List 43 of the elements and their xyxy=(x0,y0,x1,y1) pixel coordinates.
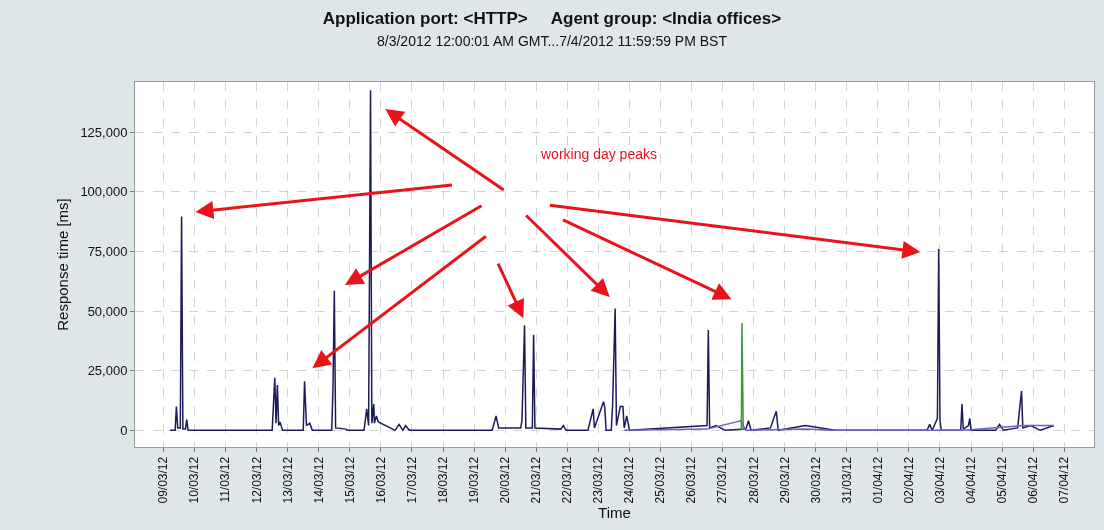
x-tick-label: 12/03/12 xyxy=(249,456,264,504)
x-tick-label: 21/03/12 xyxy=(529,456,544,504)
x-tick-label: 01/04/12 xyxy=(870,456,885,504)
y-tick-label: 25,000 xyxy=(87,363,128,379)
y-tick-label: 75,000 xyxy=(87,243,128,259)
x-tick-label: 27/03/12 xyxy=(715,456,730,504)
x-tick-label: 04/04/12 xyxy=(963,456,978,504)
x-tick-label: 25/03/12 xyxy=(653,456,668,504)
x-axis-title: Time xyxy=(598,503,631,521)
y-tick-label: 50,000 xyxy=(87,303,128,319)
annotation: working day peaks xyxy=(540,146,657,162)
x-tick-label: 30/03/12 xyxy=(808,456,823,504)
line-series xyxy=(623,420,1055,432)
x-tick-label: 28/03/12 xyxy=(746,456,761,504)
x-tick-label: 16/03/12 xyxy=(373,456,388,504)
y-axis-title: Response time [ms] xyxy=(53,198,71,331)
x-tick-label: 18/03/12 xyxy=(435,456,450,504)
x-tick-label: 10/03/12 xyxy=(187,456,202,504)
y-tick-label: 0 xyxy=(120,422,128,438)
x-tick-label: 22/03/12 xyxy=(560,456,575,504)
line-series xyxy=(169,89,1055,432)
x-tick-label: 11/03/12 xyxy=(218,456,233,503)
y-tick-label: 125,000 xyxy=(80,124,128,140)
x-tick-label: 26/03/12 xyxy=(684,456,699,504)
x-tick-label: 03/04/12 xyxy=(932,456,947,504)
x-tick-label: 24/03/12 xyxy=(622,456,637,504)
x-tick-label: 07/04/12 xyxy=(1057,456,1072,504)
x-tick-label: 29/03/12 xyxy=(777,456,792,504)
x-tick-label: 05/04/12 xyxy=(995,456,1010,504)
x-tick-label: 31/03/12 xyxy=(839,456,854,504)
chart-subtitle: 8/3/2012 12:00:01 AM GMT...7/4/2012 11:59:59 PM BST xyxy=(377,32,728,49)
x-tick-label: 09/03/12 xyxy=(156,456,171,504)
x-tick-label: 06/04/12 xyxy=(1026,456,1041,504)
x-tick-label: 14/03/12 xyxy=(311,456,326,504)
y-tick-label: 100,000 xyxy=(80,184,128,200)
x-tick-label: 17/03/12 xyxy=(404,456,419,504)
x-tick-label: 15/03/12 xyxy=(342,456,357,504)
x-tick-label: 13/03/12 xyxy=(280,456,295,504)
chart-title: Application port: <HTTP> Agent group: <India offices> xyxy=(322,8,782,28)
x-tick-label: 23/03/12 xyxy=(591,456,606,504)
x-tick-label: 19/03/12 xyxy=(466,456,481,504)
x-tick-label: 02/04/12 xyxy=(901,456,916,504)
x-tick-label: 20/03/12 xyxy=(498,456,513,504)
